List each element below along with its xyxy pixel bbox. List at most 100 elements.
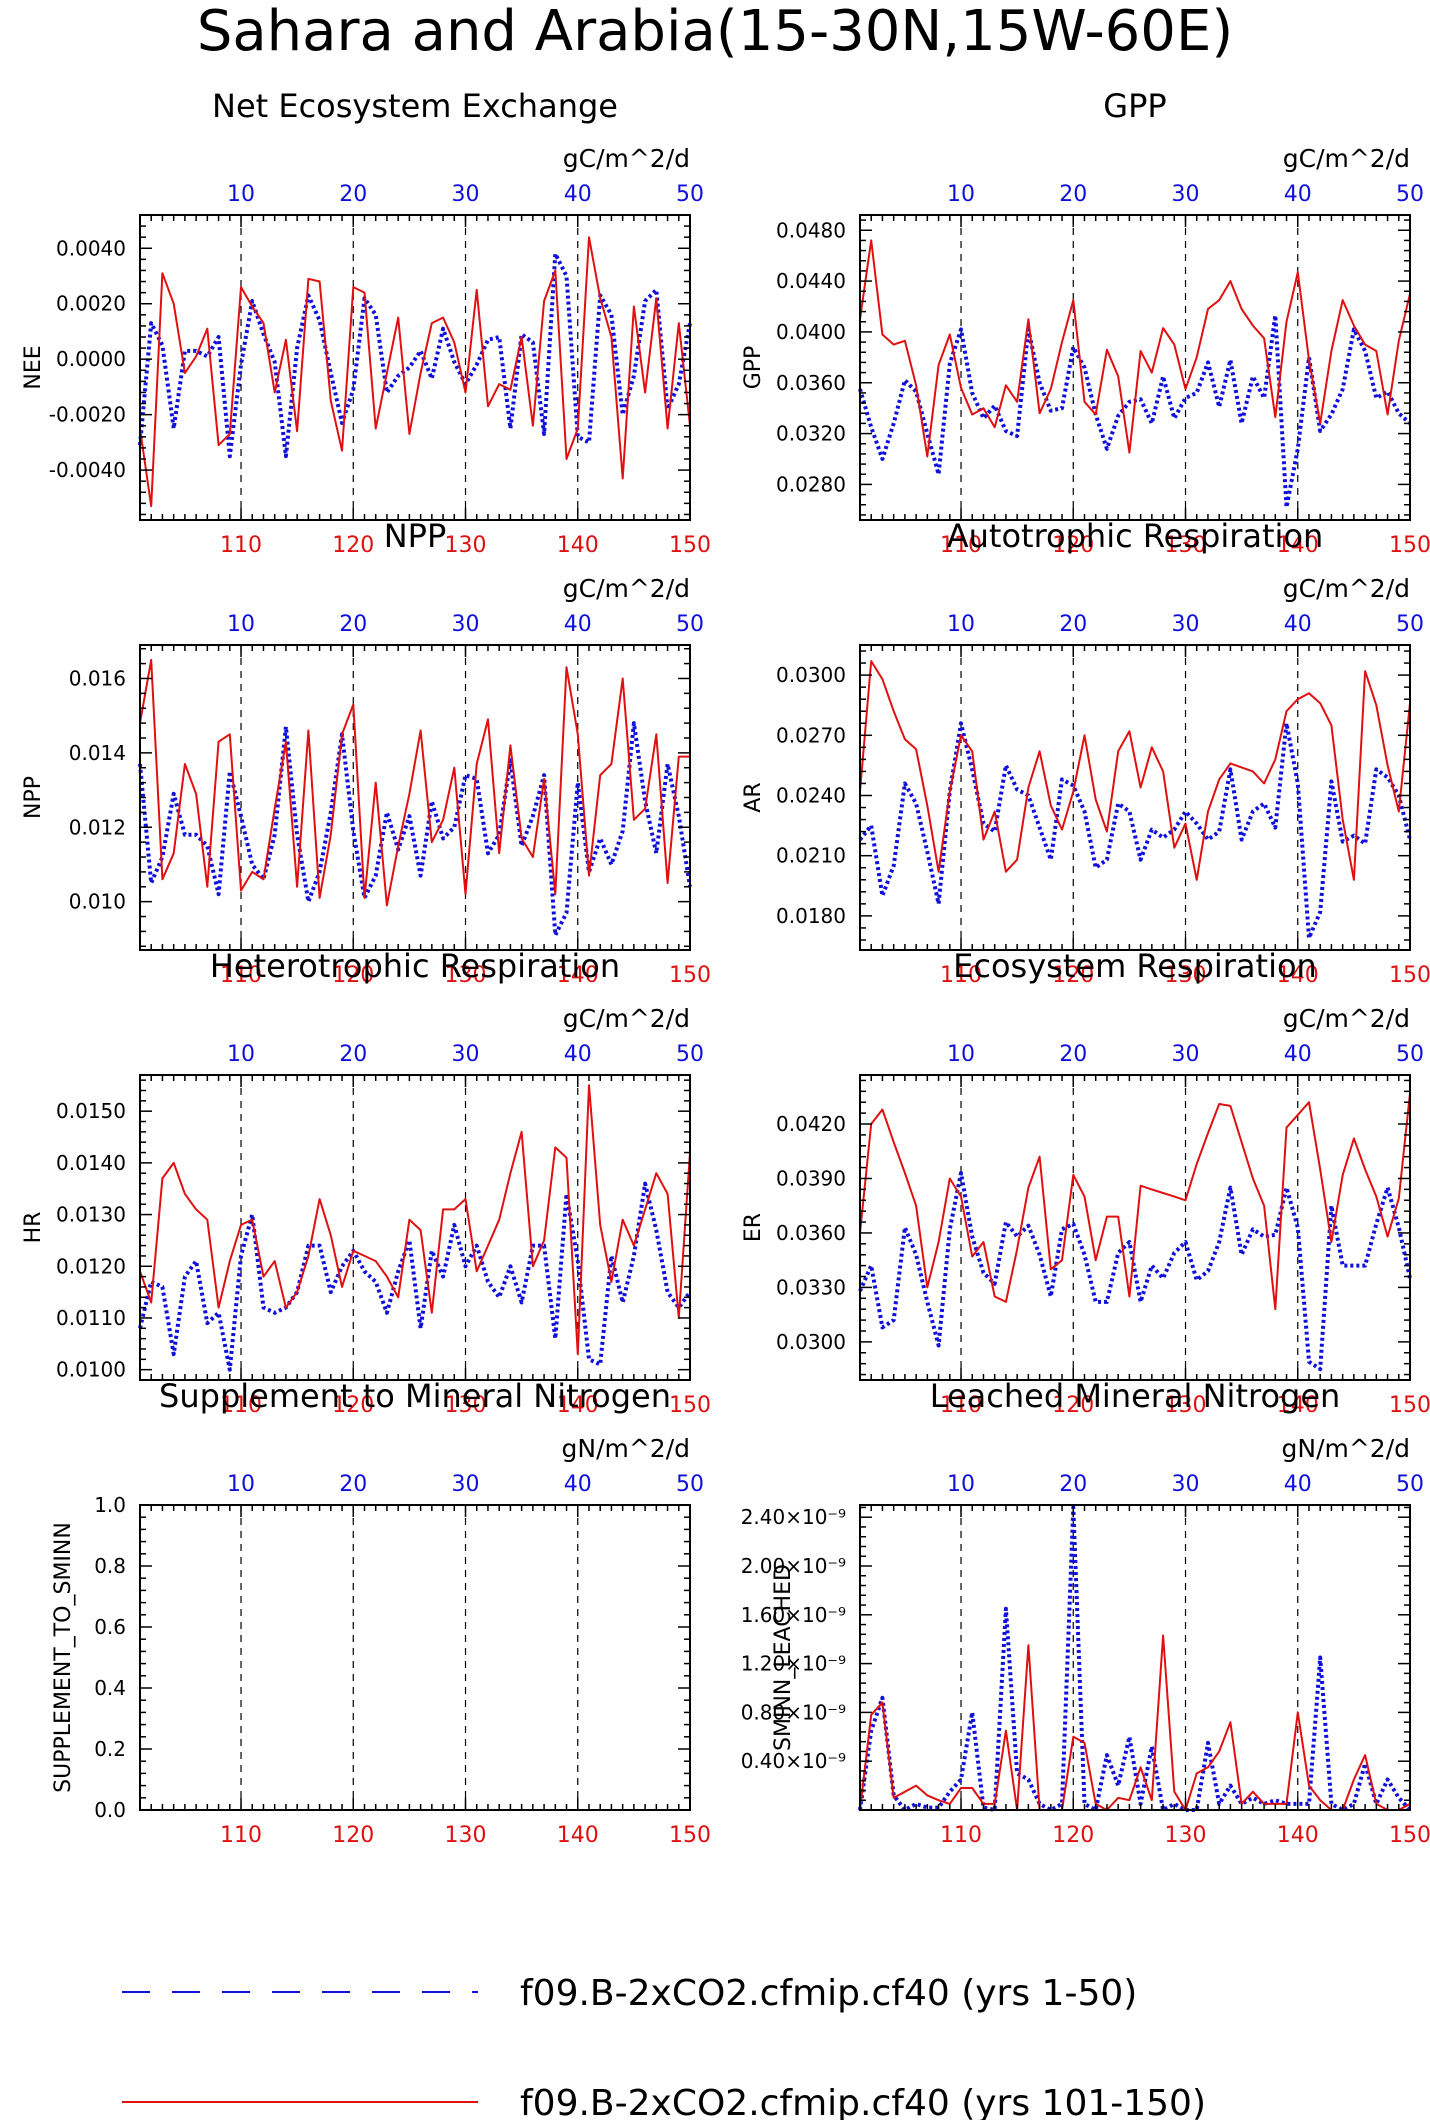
x-top-tick-label: 50 <box>1396 612 1424 637</box>
plot-frame <box>859 644 1411 951</box>
y-tick-label: -0.0040 <box>49 458 126 482</box>
panel-title: Ecosystem Respiration <box>953 947 1317 985</box>
series-line-yrs-101-150 <box>859 1634 1411 1811</box>
units-label: gC/m^2/d <box>1283 144 1410 173</box>
x-tick-label: 130 <box>1165 1823 1207 1848</box>
y-tick-label: 0.80×10⁻⁹ <box>741 1700 846 1724</box>
x-top-tick-label: 40 <box>564 182 592 207</box>
y-tick-label: 2.40×10⁻⁹ <box>741 1505 846 1529</box>
x-top-tick-label: 30 <box>452 182 480 207</box>
panel-title: Supplement to Mineral Nitrogen <box>159 1377 671 1415</box>
series-line-yrs-101-150 <box>139 1084 691 1356</box>
panel-gpp: GPP gC/m^2/d 110 120 130 140 150 10 20 30 40 50 0.02… <box>741 87 1430 558</box>
y-tick-label: 0.0120 <box>56 1254 126 1278</box>
y-tick-label: 1.60×10⁻⁹ <box>741 1603 846 1627</box>
x-top-tick-label: 10 <box>227 612 255 637</box>
panel-title: NPP <box>384 517 447 555</box>
x-tick-label: 110 <box>220 1823 262 1848</box>
x-top-tick-label: 50 <box>676 182 704 207</box>
series-line-yrs-101-150 <box>859 1093 1411 1311</box>
panel-title: Heterotrophic Respiration <box>210 947 620 985</box>
y-tick-label: 0.0150 <box>56 1099 126 1123</box>
legend-label: f09.B-2xCO2.cfmip.cf40 (yrs 1-50) <box>520 1973 1137 2014</box>
y-tick-label: 0.0300 <box>776 663 846 687</box>
x-tick-label: 120 <box>332 533 374 558</box>
x-top-tick-label: 30 <box>452 1042 480 1067</box>
x-top-tick-label: 20 <box>339 1042 367 1067</box>
x-top-tick-label: 20 <box>339 1472 367 1497</box>
series-line-yrs-101-150 <box>859 239 1411 458</box>
y-axis-label: GPP <box>741 346 766 390</box>
y-tick-label: 0.0400 <box>776 320 846 344</box>
panel-title: Leached Mineral Nitrogen <box>930 1377 1341 1415</box>
x-top-tick-label: 50 <box>1396 1472 1424 1497</box>
panel-leached-mineral-nitrogen: Leached Mineral Nitrogen gN/m^2/d 110 120 13… <box>741 1377 1430 1848</box>
panel-title: GPP <box>1103 87 1166 125</box>
x-tick-label: 130 <box>1165 1393 1207 1418</box>
plot-frame <box>139 214 691 521</box>
x-top-tick-label: 40 <box>1284 182 1312 207</box>
x-tick-label: 110 <box>940 1393 982 1418</box>
y-tick-label: 0.2 <box>94 1737 126 1761</box>
plot-frame <box>859 214 1411 521</box>
y-tick-label: 0.0 <box>94 1798 126 1822</box>
units-label: gC/m^2/d <box>563 144 690 173</box>
y-tick-label: 0.0320 <box>776 422 846 446</box>
x-tick-label: 140 <box>1277 533 1319 558</box>
y-tick-label: 0.0020 <box>56 292 126 316</box>
y-tick-label: 0.0280 <box>776 472 846 496</box>
x-top-tick-label: 50 <box>1396 1042 1424 1067</box>
series-line-yrs-101-150 <box>139 658 690 907</box>
plot-frame <box>139 644 691 951</box>
y-tick-label: 0.0100 <box>56 1358 126 1382</box>
x-tick-label: 140 <box>557 1393 599 1418</box>
x-tick-label: 150 <box>669 533 711 558</box>
units-label: gC/m^2/d <box>563 574 690 603</box>
y-tick-label: 0.014 <box>69 741 126 765</box>
units-label: gC/m^2/d <box>1283 1004 1410 1033</box>
units-label: gN/m^2/d <box>1282 1434 1411 1463</box>
x-tick-label: 140 <box>1277 963 1319 988</box>
x-tick-label: 120 <box>1052 1393 1094 1418</box>
y-tick-label: 0.010 <box>69 890 126 914</box>
x-tick-label: 130 <box>445 1823 487 1848</box>
x-tick-label: 120 <box>1052 533 1094 558</box>
x-top-tick-label: 20 <box>1059 182 1087 207</box>
units-label: gC/m^2/d <box>1283 574 1410 603</box>
y-tick-label: 0.0360 <box>776 371 846 395</box>
x-top-tick-label: 50 <box>676 1042 704 1067</box>
panel-net-ecosystem-exchange: Net Ecosystem Exchange gC/m^2/d 110 120 130 1… <box>21 87 711 558</box>
x-tick-label: 130 <box>1165 533 1207 558</box>
y-tick-label: 0.0390 <box>776 1166 846 1190</box>
x-tick-label: 150 <box>1389 1823 1430 1848</box>
x-tick-label: 140 <box>557 1823 599 1848</box>
y-tick-label: -0.0020 <box>49 403 126 427</box>
x-tick-label: 110 <box>940 963 982 988</box>
series-line-yrs-1-50 <box>858 721 1412 940</box>
plot-frame <box>139 1504 691 1811</box>
units-label: gN/m^2/d <box>562 1434 691 1463</box>
x-tick-label: 110 <box>220 963 262 988</box>
y-tick-label: 0.012 <box>69 815 126 839</box>
x-tick-label: 150 <box>1389 1393 1430 1418</box>
x-top-tick-label: 40 <box>564 1472 592 1497</box>
x-tick-label: 120 <box>1052 963 1094 988</box>
y-tick-label: 0.0270 <box>776 723 846 747</box>
series-line-yrs-1-50 <box>138 251 692 459</box>
x-top-tick-label: 30 <box>452 1472 480 1497</box>
x-tick-label: 120 <box>332 1823 374 1848</box>
x-top-tick-label: 10 <box>947 1042 975 1067</box>
x-tick-label: 140 <box>557 533 599 558</box>
y-axis-label: SMINN_LEACHED <box>771 1564 796 1751</box>
plot-frame <box>859 1074 1411 1381</box>
panel-title: Autotrophic Respiration <box>947 517 1324 555</box>
x-top-tick-label: 30 <box>1172 182 1200 207</box>
panel-npp: NPP gC/m^2/d 110 120 130 140 150 10 20 30 40 50 0.01… <box>21 517 711 988</box>
x-top-tick-label: 30 <box>1172 1472 1200 1497</box>
figure-title: Sahara and Arabia(15-30N,15W-60E) <box>197 0 1233 64</box>
y-tick-label: 0.0210 <box>776 844 846 868</box>
x-tick-label: 120 <box>1052 1823 1094 1848</box>
x-tick-label: 140 <box>557 963 599 988</box>
series-line-yrs-1-50 <box>858 1505 1412 1812</box>
x-tick-label: 150 <box>669 1823 711 1848</box>
